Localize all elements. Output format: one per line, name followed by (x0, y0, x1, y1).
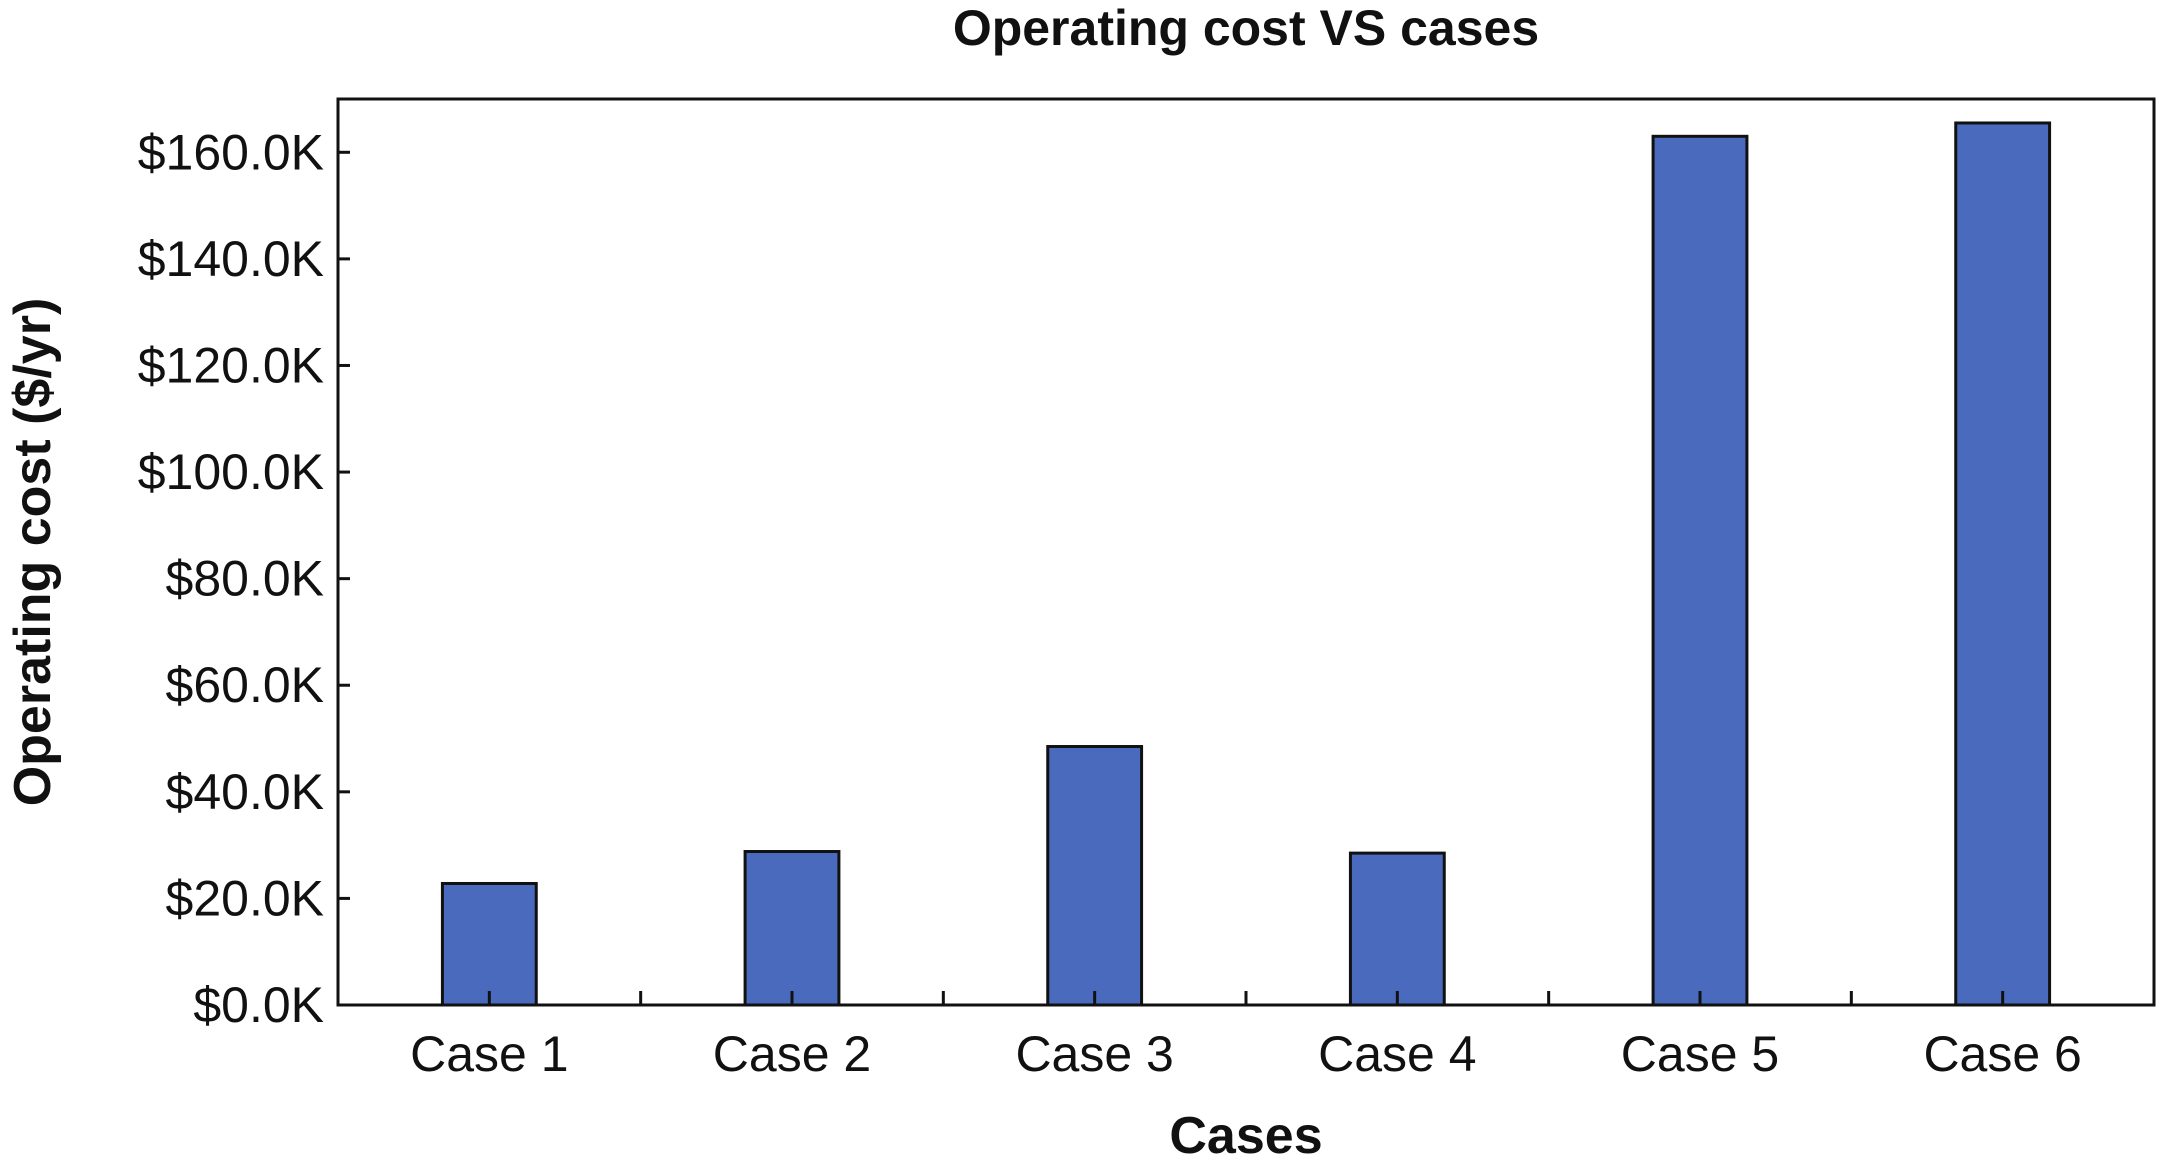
bar-case-4 (1348, 851, 1446, 1007)
plot-area-frame (336, 97, 2156, 1007)
bar-case-2 (743, 850, 841, 1007)
y-tick-label: $160.0K (138, 124, 324, 180)
bar-case-6 (1954, 121, 2052, 1007)
y-tick-label: $20.0K (166, 870, 324, 926)
y-axis-label: Operating cost ($/yr) (4, 298, 62, 807)
bar-case-3 (1046, 745, 1144, 1007)
y-tick-label: $40.0K (166, 764, 324, 820)
chart-title: Operating cost VS cases (953, 0, 1539, 56)
y-tick-label: $100.0K (138, 444, 324, 500)
x-tick-label: Case 2 (713, 1026, 871, 1082)
x-tick-label: Case 5 (1621, 1026, 1779, 1082)
y-tick-label: $140.0K (138, 231, 324, 287)
y-tick-label: $80.0K (166, 551, 324, 607)
y-tick-label: $0.0K (193, 977, 324, 1033)
y-tick-label: $120.0K (138, 337, 324, 393)
y-tick-label: $60.0K (166, 657, 324, 713)
bar-case-5 (1651, 134, 1749, 1007)
x-tick-label: Case 3 (1015, 1026, 1173, 1082)
x-tick-label: Case 6 (1923, 1026, 2081, 1082)
bar-case-1 (440, 881, 538, 1007)
x-tick-label: Case 1 (410, 1026, 568, 1082)
x-tick-label: Case 4 (1318, 1026, 1476, 1082)
x-axis-label: Cases (1169, 1107, 1322, 1165)
